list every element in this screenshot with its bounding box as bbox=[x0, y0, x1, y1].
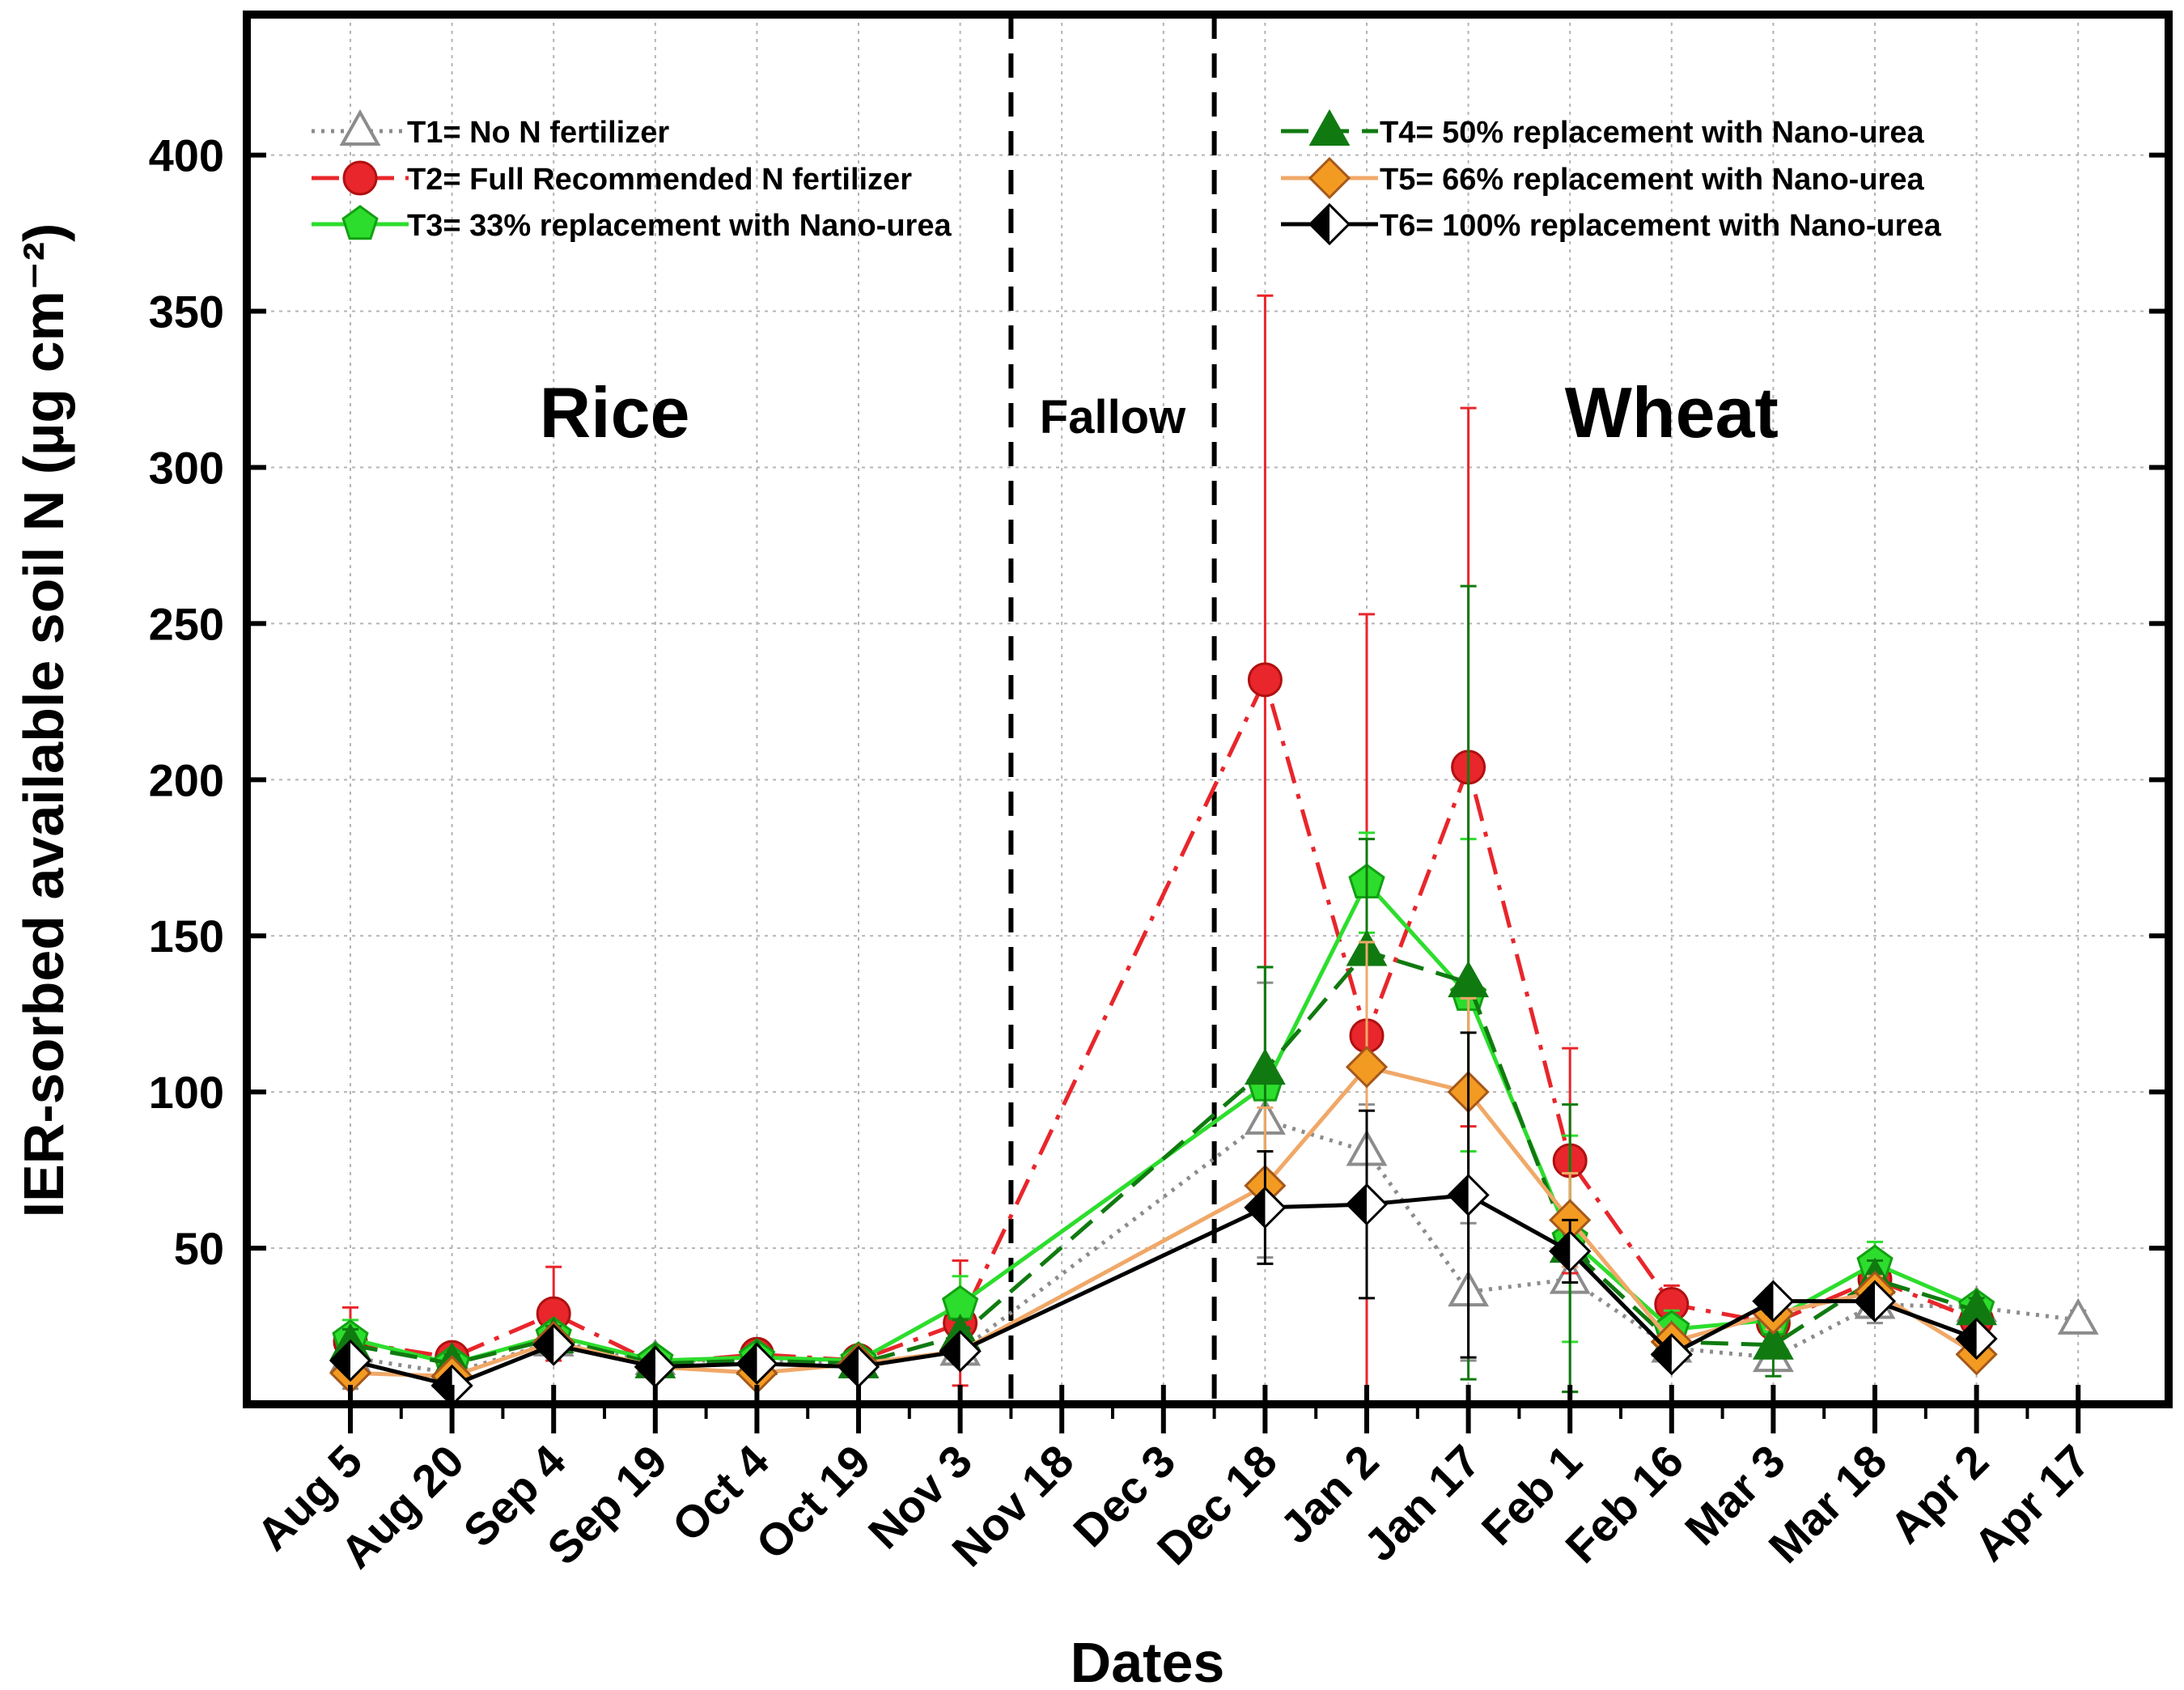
legend-marker-t4 bbox=[1308, 108, 1351, 146]
data-point-t2 bbox=[1247, 662, 1283, 698]
y-tick-label: 400 bbox=[149, 130, 224, 181]
legend-label: T4= 50% replacement with Nano-urea bbox=[1380, 116, 1924, 150]
legend: T1= No N fertilizer T2= Full Recommended … bbox=[312, 108, 1942, 246]
data-point-t6 bbox=[1853, 1280, 1897, 1323]
data-point-t6 bbox=[1345, 1183, 1389, 1226]
data-point-t6 bbox=[329, 1339, 372, 1382]
legend-marker-t5 bbox=[1308, 156, 1351, 200]
data-point-t6 bbox=[939, 1330, 982, 1373]
legend-label: T1= No N fertilizer bbox=[407, 116, 669, 150]
phase-label-rice: Rice bbox=[540, 372, 690, 452]
legend-marker-t3 bbox=[341, 205, 379, 240]
y-tick-label: 250 bbox=[149, 598, 224, 649]
data-point-t6 bbox=[1955, 1317, 1998, 1361]
y-tick-label: 150 bbox=[149, 911, 224, 962]
legend-item-t2: T2= Full Recommended N fertilizer bbox=[312, 160, 912, 197]
y-tick-label: 300 bbox=[149, 442, 224, 493]
legend-item-t5: T5= 66% replacement with Nano-urea bbox=[1281, 156, 1924, 200]
legend-marker-t6 bbox=[1308, 202, 1351, 246]
legend-label: T5= 66% replacement with Nano-urea bbox=[1380, 163, 1924, 197]
data-point-t6 bbox=[1650, 1333, 1693, 1376]
data-point-t6 bbox=[1447, 1174, 1490, 1217]
data-point-t4 bbox=[1752, 1323, 1794, 1360]
data-point-t6 bbox=[430, 1364, 473, 1404]
y-tick-label: 50 bbox=[174, 1223, 224, 1274]
series-layer bbox=[329, 294, 2099, 1404]
x-tick-label: Jan 17 bbox=[1354, 1435, 1490, 1571]
data-point-t5 bbox=[1345, 1046, 1389, 1089]
legend-item-t1: T1= No N fertilizer bbox=[312, 108, 669, 150]
legend-label: T3= 33% replacement with Nano-urea bbox=[407, 209, 952, 243]
legend-label: T6= 100% replacement with Nano-urea bbox=[1380, 209, 1942, 243]
x-tick-label: Mar 18 bbox=[1758, 1435, 1896, 1573]
x-axis-title: Dates bbox=[1071, 1631, 1225, 1690]
x-tick-label: Apr 17 bbox=[1964, 1435, 2100, 1571]
y-axis-title: IER-sorbed available soil N (µg cm⁻²) bbox=[12, 223, 75, 1218]
legend-marker-t2 bbox=[342, 160, 378, 196]
legend-item-t6: T6= 100% replacement with Nano-urea bbox=[1281, 202, 1942, 246]
plot-frame bbox=[243, 11, 2173, 1408]
x-tick-label: Oct 19 bbox=[746, 1435, 880, 1569]
data-point-t6 bbox=[1549, 1229, 1592, 1273]
data-point-t6 bbox=[1752, 1280, 1795, 1323]
data-point-t1 bbox=[2057, 1297, 2099, 1335]
data-point-t4 bbox=[1244, 1048, 1286, 1085]
series-t6 bbox=[329, 1031, 1998, 1404]
data-point-t4 bbox=[1448, 961, 1490, 998]
legend-item-t4: T4= 50% replacement with Nano-urea bbox=[1281, 108, 1924, 150]
data-point-t6 bbox=[1244, 1186, 1287, 1229]
y-tick-label: 200 bbox=[149, 754, 224, 805]
legend-item-t3: T3= 33% replacement with Nano-urea bbox=[312, 205, 952, 243]
phase-label-fallow: Fallow bbox=[1040, 391, 1186, 444]
data-point-t6 bbox=[736, 1342, 778, 1385]
y-tick-label: 350 bbox=[149, 287, 224, 338]
x-tick-label: Feb 16 bbox=[1555, 1435, 1693, 1573]
legend-marker-t1 bbox=[339, 108, 381, 146]
data-point-t6 bbox=[532, 1323, 575, 1366]
y-tick-label: 100 bbox=[149, 1067, 224, 1118]
phase-label-wheat: Wheat bbox=[1565, 372, 1779, 452]
legend-label: T2= Full Recommended N fertilizer bbox=[407, 163, 912, 197]
phase-labels: Rice Fallow Wheat bbox=[540, 372, 1779, 452]
